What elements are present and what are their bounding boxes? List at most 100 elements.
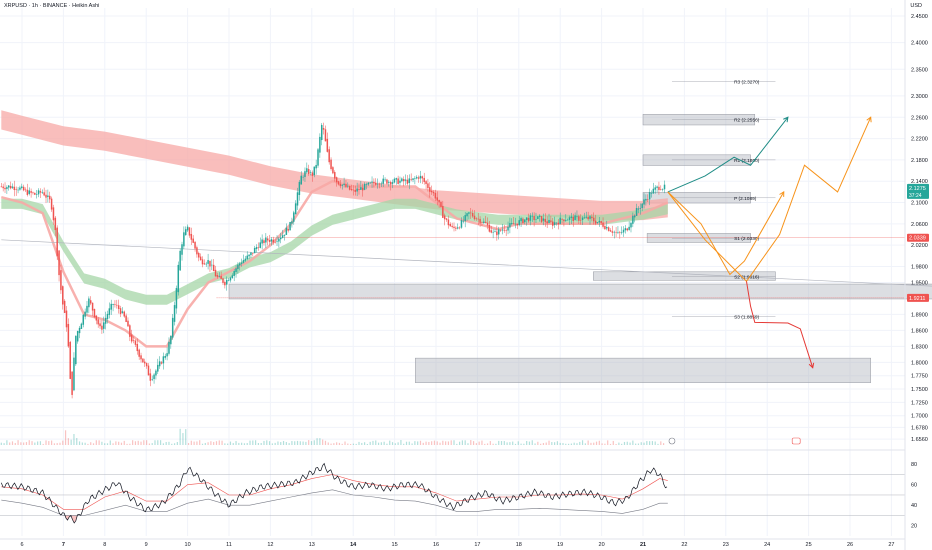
candle-body[interactable] bbox=[378, 183, 381, 185]
candle-body[interactable] bbox=[661, 189, 664, 190]
candle-body[interactable] bbox=[48, 195, 51, 200]
candle-body[interactable] bbox=[432, 191, 435, 194]
candle-body[interactable] bbox=[449, 224, 452, 227]
candle-body[interactable] bbox=[71, 371, 73, 395]
candle-body[interactable] bbox=[348, 185, 351, 190]
candle-body[interactable] bbox=[373, 181, 375, 184]
candle-body[interactable] bbox=[613, 231, 615, 233]
candle-body[interactable] bbox=[62, 286, 64, 305]
candle-body[interactable] bbox=[546, 221, 548, 224]
candle-body[interactable] bbox=[155, 370, 157, 376]
candle-body[interactable] bbox=[468, 212, 470, 214]
candle-body[interactable] bbox=[598, 220, 601, 223]
candle-body[interactable] bbox=[412, 178, 414, 180]
candle-body[interactable] bbox=[239, 263, 241, 266]
candle-body[interactable] bbox=[423, 177, 425, 182]
candle-body[interactable] bbox=[579, 219, 582, 221]
candle-body[interactable] bbox=[458, 227, 461, 229]
candle-body[interactable] bbox=[205, 263, 207, 265]
candle-body[interactable] bbox=[26, 189, 29, 195]
candle-body[interactable] bbox=[633, 215, 636, 218]
candle-body[interactable] bbox=[2, 186, 4, 189]
candle-body[interactable] bbox=[326, 138, 329, 152]
candle-body[interactable] bbox=[235, 268, 237, 272]
candle-body[interactable] bbox=[84, 311, 86, 317]
candle-body[interactable] bbox=[553, 222, 556, 225]
candle-body[interactable] bbox=[410, 179, 412, 181]
candle-body[interactable] bbox=[380, 183, 383, 185]
candle-body[interactable] bbox=[306, 168, 308, 173]
candle-body[interactable] bbox=[445, 218, 448, 220]
candle-body[interactable] bbox=[453, 226, 455, 228]
teal-projection[interactable] bbox=[667, 116, 789, 193]
candle-body[interactable] bbox=[330, 159, 332, 170]
candle-body[interactable] bbox=[32, 192, 34, 194]
candle-body[interactable] bbox=[322, 128, 325, 130]
candle-body[interactable] bbox=[320, 125, 323, 141]
candle-body[interactable] bbox=[538, 215, 541, 217]
candle-body[interactable] bbox=[497, 229, 500, 235]
candle-body[interactable] bbox=[47, 195, 49, 198]
candle-body[interactable] bbox=[101, 325, 103, 330]
candle-body[interactable] bbox=[300, 175, 302, 185]
candle-body[interactable] bbox=[211, 264, 213, 266]
candle-body[interactable] bbox=[529, 215, 532, 221]
candle-body[interactable] bbox=[164, 356, 166, 358]
candle-body[interactable] bbox=[97, 319, 99, 325]
candle-body[interactable] bbox=[280, 237, 282, 240]
candle-body[interactable] bbox=[196, 247, 198, 255]
candle-body[interactable] bbox=[328, 149, 330, 163]
candle-body[interactable] bbox=[408, 178, 411, 183]
candle-body[interactable] bbox=[479, 218, 481, 224]
candle-body[interactable] bbox=[391, 182, 394, 184]
candle-body[interactable] bbox=[660, 189, 662, 190]
candle-body[interactable] bbox=[551, 221, 554, 226]
candle-body[interactable] bbox=[289, 221, 291, 231]
candle-body[interactable] bbox=[367, 182, 370, 185]
candle-body[interactable] bbox=[484, 221, 487, 223]
candle-body[interactable] bbox=[430, 190, 433, 193]
candle-body[interactable] bbox=[647, 199, 649, 200]
candle-body[interactable] bbox=[119, 308, 122, 315]
candle-body[interactable] bbox=[190, 233, 193, 240]
candle-body[interactable] bbox=[471, 212, 474, 217]
candle-body[interactable] bbox=[240, 262, 243, 264]
candle-body[interactable] bbox=[442, 205, 444, 218]
candle-body[interactable] bbox=[617, 232, 619, 233]
candle-body[interactable] bbox=[361, 187, 364, 191]
candle-body[interactable] bbox=[632, 215, 634, 224]
candle-body[interactable] bbox=[138, 349, 140, 357]
candle-body[interactable] bbox=[37, 190, 40, 195]
candle-body[interactable] bbox=[278, 238, 280, 242]
candle-body[interactable] bbox=[287, 229, 289, 231]
candle-body[interactable] bbox=[58, 250, 60, 276]
candle-body[interactable] bbox=[339, 183, 342, 187]
candle-body[interactable] bbox=[600, 221, 602, 224]
candle-body[interactable] bbox=[34, 192, 36, 195]
candle-body[interactable] bbox=[130, 334, 133, 342]
candle-body[interactable] bbox=[566, 219, 569, 221]
candle-body[interactable] bbox=[222, 278, 224, 283]
candle-body[interactable] bbox=[186, 226, 189, 231]
candle-body[interactable] bbox=[91, 302, 94, 311]
candle-body[interactable] bbox=[6, 187, 8, 189]
candle-body[interactable] bbox=[496, 231, 498, 236]
candle-body[interactable] bbox=[82, 314, 85, 325]
candle-body[interactable] bbox=[507, 226, 509, 231]
candle-body[interactable] bbox=[583, 217, 586, 219]
candle-body[interactable] bbox=[544, 218, 547, 222]
candle-body[interactable] bbox=[227, 280, 230, 281]
candle-body[interactable] bbox=[650, 193, 653, 194]
candle-body[interactable] bbox=[311, 172, 314, 176]
candle-body[interactable] bbox=[488, 224, 491, 232]
candle-body[interactable] bbox=[343, 183, 345, 185]
candle-body[interactable] bbox=[456, 227, 459, 229]
candle-body[interactable] bbox=[414, 178, 416, 179]
candle-body[interactable] bbox=[99, 323, 101, 327]
candle-body[interactable] bbox=[483, 221, 485, 223]
candle-body[interactable] bbox=[45, 194, 47, 198]
candle-body[interactable] bbox=[406, 179, 409, 184]
candle-body[interactable] bbox=[505, 230, 507, 232]
candle-body[interactable] bbox=[24, 189, 27, 191]
orange-projection-a[interactable] bbox=[667, 191, 785, 276]
